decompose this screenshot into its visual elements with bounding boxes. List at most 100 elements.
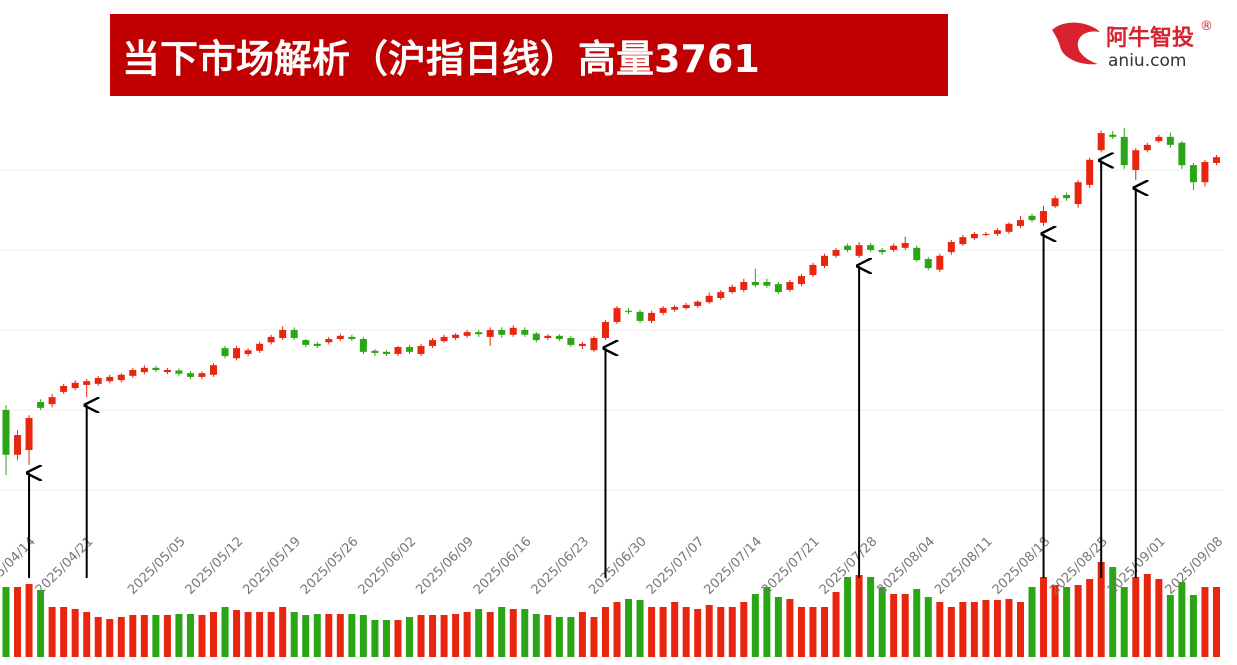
- volume-bar: [521, 609, 529, 657]
- candle-body: [648, 312, 656, 321]
- volume-bar: [117, 617, 125, 657]
- candle-body: [982, 233, 990, 236]
- volume-bar: [1155, 579, 1163, 657]
- volume-bar: [751, 594, 759, 657]
- volume-bar: [71, 609, 79, 657]
- volume-bar: [659, 607, 667, 657]
- chart-title: 当下市场解析（沪指日线）高量3761: [122, 37, 760, 81]
- volume-bar: [544, 615, 552, 657]
- candle-body: [1212, 157, 1220, 164]
- volume-bar: [83, 612, 91, 657]
- volume-bar: [682, 607, 690, 657]
- volume-bar: [1086, 579, 1094, 657]
- x-tick-label: 2025/06/09: [413, 534, 477, 598]
- volume-bar: [901, 594, 909, 657]
- x-tick-label: 2025/07/21: [759, 534, 823, 598]
- candle-body: [1040, 211, 1048, 223]
- volume-bar: [475, 609, 483, 657]
- candle-body: [532, 333, 540, 341]
- x-tick-label: 2025/05/05: [125, 534, 189, 598]
- candle-body: [325, 339, 333, 343]
- volume-bar: [1005, 599, 1013, 657]
- candle-body: [797, 276, 805, 285]
- volume-bar: [878, 587, 886, 657]
- volume-bar: [936, 602, 944, 657]
- candle-body: [48, 397, 56, 405]
- candle-body: [233, 348, 241, 359]
- candle-body: [221, 348, 229, 357]
- volume-bar: [106, 619, 114, 657]
- candle-body: [625, 310, 633, 312]
- volume-bar: [313, 614, 321, 657]
- candle-body: [613, 308, 621, 322]
- volume-bar: [336, 614, 344, 657]
- candle-body: [567, 337, 575, 345]
- candle-body: [578, 343, 586, 346]
- volume-bar: [244, 612, 252, 657]
- candle-body: [809, 264, 817, 276]
- candle-body: [463, 332, 471, 336]
- candle-body: [83, 381, 91, 385]
- volume-bar: [1143, 574, 1151, 657]
- candle-body: [901, 243, 909, 248]
- volume-bar: [405, 617, 413, 657]
- volume-bar: [763, 587, 771, 657]
- volume-bar: [590, 617, 598, 657]
- volume-bar: [809, 607, 817, 657]
- candle-body: [671, 307, 679, 310]
- x-tick-label: 2025/05/19: [240, 534, 304, 598]
- volume-bar: [786, 599, 794, 657]
- volume-bar: [417, 615, 425, 657]
- volume-bar: [694, 609, 702, 657]
- volume-bar: [532, 614, 540, 657]
- volume-bar: [429, 615, 437, 657]
- volume-bar: [555, 617, 563, 657]
- candle-body: [1063, 195, 1071, 199]
- logo-icon: [1052, 22, 1100, 65]
- volume-bar: [1189, 595, 1197, 657]
- candle-body: [106, 376, 114, 382]
- volume-bar: [1040, 577, 1048, 657]
- volume-bar: [1166, 595, 1174, 657]
- candle-body: [60, 385, 68, 392]
- candle-body: [186, 373, 194, 377]
- candle-body: [313, 343, 321, 346]
- volume-bar: [959, 602, 967, 657]
- volume-bar: [440, 615, 448, 657]
- candle-body: [521, 329, 529, 335]
- candle-body: [210, 365, 218, 375]
- candle-body: [1143, 144, 1151, 151]
- volume-bar: [14, 587, 22, 657]
- volume-bar: [140, 615, 148, 657]
- volume-bar: [348, 614, 356, 657]
- candle-body: [786, 281, 794, 290]
- volume-bar: [394, 620, 402, 657]
- candle-body: [152, 367, 160, 370]
- x-tick-label: 2025/05/12: [183, 534, 247, 598]
- volume-bar: [1097, 562, 1105, 657]
- candle-body: [821, 255, 829, 266]
- candle-body: [970, 233, 978, 239]
- candle-body: [1074, 182, 1082, 205]
- candle-body: [1166, 136, 1174, 145]
- volume-bar: [717, 607, 725, 657]
- candle-body: [832, 249, 840, 256]
- volume-bar: [774, 597, 782, 657]
- candle-body: [1016, 220, 1024, 226]
- volume-bar: [175, 614, 183, 657]
- candle-body: [763, 281, 771, 286]
- candle-body: [924, 259, 932, 269]
- volume-bar: [797, 607, 805, 657]
- candle-body: [590, 337, 598, 351]
- volume-bar: [279, 607, 287, 657]
- candle-body: [256, 343, 264, 351]
- volume-bar: [129, 615, 137, 657]
- candle-body: [279, 329, 287, 338]
- volume-bar: [1212, 587, 1220, 657]
- volume-bar: [1201, 587, 1209, 657]
- volume-bar: [832, 592, 840, 657]
- volume-bar: [498, 607, 506, 657]
- candle-body: [37, 401, 45, 408]
- candle-body: [244, 350, 252, 354]
- candle-body: [774, 284, 782, 293]
